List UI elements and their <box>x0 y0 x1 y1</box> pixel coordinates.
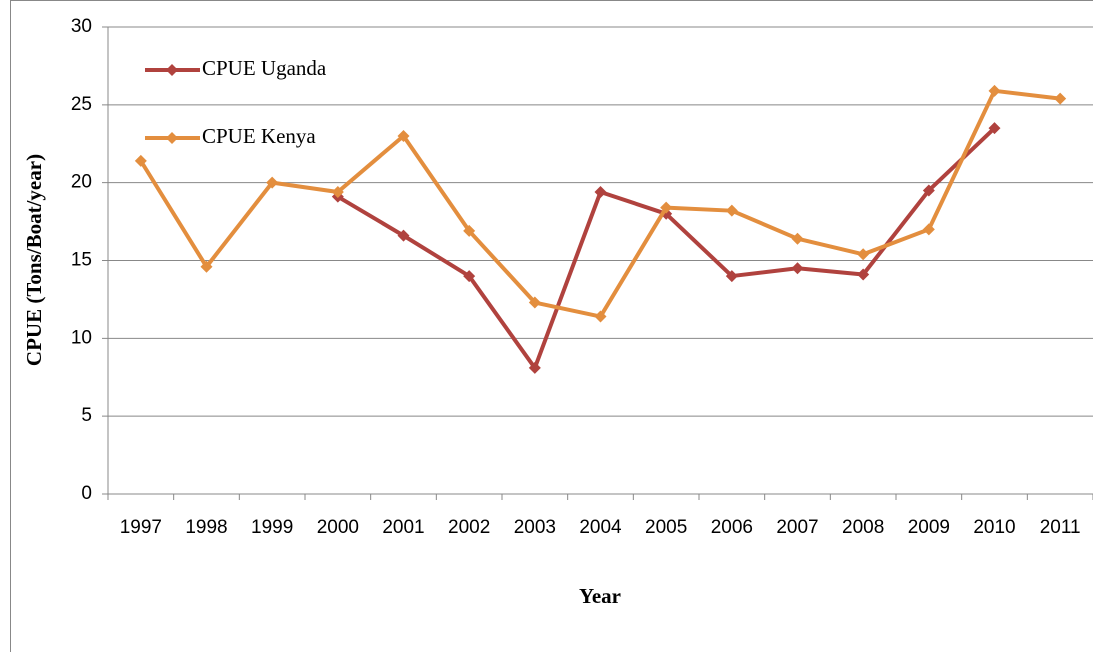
marker <box>725 270 738 283</box>
legend-label: CPUE Kenya <box>202 124 316 148</box>
marker <box>922 223 935 236</box>
marker <box>397 129 410 142</box>
y-tick-label: 0 <box>81 483 92 504</box>
y-tick-label: 15 <box>71 250 92 271</box>
x-tick-label: 2002 <box>448 517 490 538</box>
marker <box>200 260 213 273</box>
x-tick-label: 2006 <box>711 517 753 538</box>
marker <box>725 204 738 217</box>
x-tick-label: 2009 <box>908 517 950 538</box>
x-tick-label: 2000 <box>317 517 359 538</box>
marker <box>988 84 1001 97</box>
x-tick-label: 2007 <box>776 517 818 538</box>
y-tick-label: 10 <box>71 327 92 348</box>
marker <box>397 229 410 242</box>
marker <box>791 262 804 275</box>
marker <box>331 186 344 199</box>
x-tick-label: 2008 <box>842 517 884 538</box>
y-axis-title: CPUE (Tons/Boat/year) <box>22 154 46 366</box>
marker <box>922 184 935 197</box>
legend-marker <box>166 132 178 144</box>
marker <box>134 154 147 167</box>
x-tick-label: 1997 <box>120 517 162 538</box>
x-tick-label: 1999 <box>251 517 293 538</box>
marker <box>857 248 870 261</box>
marker <box>857 268 870 281</box>
marker <box>1054 92 1067 105</box>
marker <box>528 361 541 374</box>
marker <box>528 296 541 309</box>
marker <box>266 176 279 189</box>
x-tick-label: 1998 <box>185 517 227 538</box>
marker <box>594 310 607 323</box>
x-axis-title: Year <box>579 584 621 608</box>
y-tick-label: 30 <box>71 16 92 37</box>
marker <box>463 270 476 283</box>
x-tick-label: 2001 <box>382 517 424 538</box>
marker <box>463 224 476 237</box>
series-line <box>336 126 996 370</box>
legend-marker <box>166 64 178 76</box>
legend-label: CPUE Uganda <box>202 56 327 80</box>
x-tick-label: 2010 <box>973 517 1015 538</box>
marker <box>988 122 1001 135</box>
y-tick-label: 5 <box>81 405 92 426</box>
chart-border <box>10 0 1093 652</box>
x-tick-label: 2003 <box>514 517 556 538</box>
x-tick-label: 2005 <box>645 517 687 538</box>
marker <box>791 232 804 245</box>
y-tick-label: 20 <box>71 172 92 193</box>
y-tick-label: 25 <box>71 94 92 115</box>
marker <box>594 186 607 199</box>
x-tick-label: 2004 <box>579 517 622 538</box>
marker <box>660 201 673 214</box>
x-tick-label: 2011 <box>1040 517 1081 538</box>
